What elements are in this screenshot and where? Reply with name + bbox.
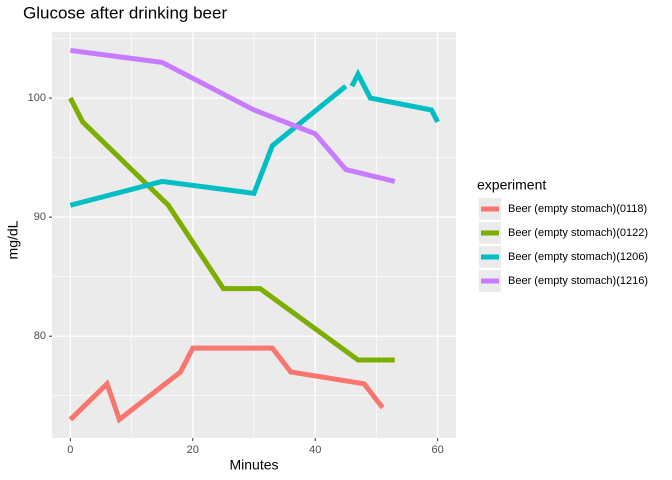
legend-title: experiment xyxy=(477,177,546,193)
series-line xyxy=(70,47,396,184)
series-line xyxy=(68,345,385,424)
legend-label: Beer (empty stomach)(1216) xyxy=(508,275,648,287)
legend-label: Beer (empty stomach)(0118) xyxy=(508,203,647,215)
series-line xyxy=(68,96,395,363)
legend-label: Beer (empty stomach)(1206) xyxy=(508,251,648,263)
x-tick-label: 40 xyxy=(309,444,321,456)
x-tick-label: 60 xyxy=(432,444,444,456)
legend-label: Beer (empty stomach)(0122) xyxy=(508,227,648,239)
x-tick-label: 0 xyxy=(67,444,73,456)
x-tick-label: 20 xyxy=(187,444,199,456)
x-axis-label: Minutes xyxy=(229,457,278,473)
y-tick-label: 100 xyxy=(28,92,46,104)
y-tick-label: 90 xyxy=(34,211,46,223)
chart-title: Glucose after drinking beer xyxy=(23,3,227,22)
y-axis-label: mg/dL xyxy=(5,220,21,259)
y-tick-label: 80 xyxy=(34,330,46,342)
